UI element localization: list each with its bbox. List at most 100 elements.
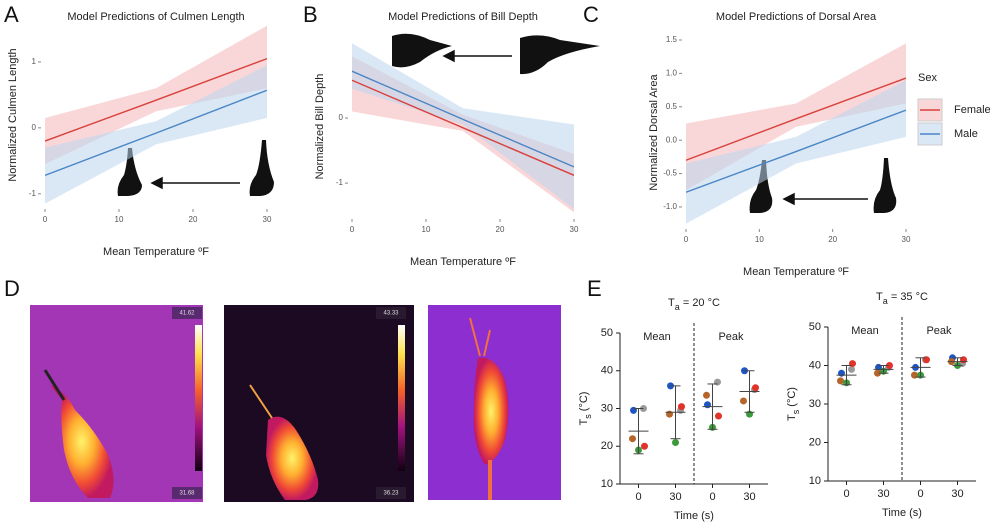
group-label: Peak: [926, 325, 952, 337]
panel-label: A: [4, 2, 19, 27]
chart-title: Model Predictions of Culmen Length: [67, 11, 244, 23]
y-tick-label: -1: [29, 189, 37, 198]
x-tick-label: 0: [635, 491, 641, 503]
y-tick-label: 1.5: [666, 35, 678, 44]
label: Ta = 35 °C: [876, 291, 928, 306]
x-tick-label: 10: [755, 235, 764, 244]
x-tick-label: 30: [263, 215, 272, 224]
label: Ts (°C): [786, 387, 801, 421]
y-tick-label: 20: [809, 436, 821, 448]
x-axis-label: Time (s): [882, 507, 922, 519]
data-point: [740, 397, 747, 405]
y-tick-label: 50: [601, 327, 613, 339]
group-label: Mean: [851, 325, 879, 337]
data-point: [715, 412, 722, 420]
x-tick-label: 10: [422, 225, 431, 234]
y-tick-label: 0.0: [666, 135, 678, 144]
y-tick-label: 30: [601, 402, 613, 414]
y-tick-label: 10: [601, 478, 613, 490]
data-point: [874, 369, 881, 377]
trend-line: [45, 57, 267, 142]
legend-label: Male: [954, 128, 978, 140]
data-point: [886, 362, 893, 369]
y-tick-label: 0: [339, 113, 344, 122]
colorbar-max: 41.62: [179, 311, 195, 317]
colorbar-max: 43.33: [383, 311, 399, 317]
y-tick-label: -1.0: [663, 202, 677, 211]
y-tick-label: 1.0: [666, 69, 678, 78]
data-point: [629, 435, 636, 443]
group-label: Mean: [643, 331, 671, 343]
colorbar-min: 36.23: [383, 491, 399, 497]
data-point: [672, 438, 679, 446]
panel-label: B: [303, 2, 318, 27]
x-tick-label: 30: [743, 491, 755, 503]
data-point: [704, 401, 711, 409]
y-tick-label: 50: [809, 321, 821, 333]
y-tick-label: -0.5: [663, 169, 677, 178]
data-point: [837, 377, 844, 385]
legend-label: Female: [954, 104, 991, 116]
y-axis-label: Normalized Bill Depth: [314, 74, 326, 180]
legend-title: Sex: [918, 72, 937, 84]
x-tick-label: 30: [877, 488, 889, 500]
chart-title: Model Predictions of Bill Depth: [388, 11, 538, 23]
group-label: Peak: [718, 331, 744, 343]
x-tick-label: 30: [951, 488, 963, 500]
x-tick-label: 30: [902, 235, 911, 244]
trend-line: [686, 77, 906, 161]
x-tick-label: 30: [669, 491, 681, 503]
data-point: [752, 384, 759, 392]
x-tick-label: 0: [43, 215, 48, 224]
y-tick-label: 20: [601, 440, 613, 452]
data-point: [848, 365, 855, 373]
confidence-band: [352, 43, 574, 210]
y-tick-label: 0.5: [666, 102, 678, 111]
y-axis-label: Normalized Dorsal Area: [648, 74, 660, 191]
x-tick-label: 20: [496, 225, 505, 234]
plot-area: [352, 43, 574, 213]
x-tick-label: 20: [828, 235, 837, 244]
data-point: [703, 391, 710, 399]
data-point: [666, 410, 673, 418]
x-tick-label: 10: [115, 215, 124, 224]
arrows: [150, 49, 868, 206]
data-point: [960, 356, 967, 364]
y-tick-label: 30: [809, 398, 821, 410]
y-tick-label: -1: [336, 178, 344, 187]
x-tick-label: 30: [570, 225, 579, 234]
data-point: [714, 378, 721, 386]
plot-area: [45, 25, 267, 204]
x-axis-label: Mean Temperature ºF: [103, 246, 209, 258]
trend-line: [686, 109, 906, 193]
x-tick-label: 0: [350, 225, 355, 234]
thermal-image: [224, 305, 414, 502]
y-tick-label: 0: [32, 123, 37, 132]
y-tick-label: 10: [809, 475, 821, 487]
x-axis-label: Mean Temperature ºF: [743, 266, 849, 278]
x-axis-label: Time (s): [674, 510, 714, 522]
data-point: [641, 442, 648, 450]
plot-area: [686, 43, 906, 224]
data-point: [838, 369, 845, 377]
confidence-band: [45, 65, 267, 204]
thermal-image: [30, 305, 203, 502]
panel-label: E: [587, 276, 602, 301]
colorbar-min: 31.68: [179, 491, 195, 497]
x-tick-label: 0: [709, 491, 715, 503]
x-tick-label: 0: [684, 235, 689, 244]
y-tick-label: 40: [809, 359, 821, 371]
x-tick-label: 20: [189, 215, 198, 224]
data-point: [630, 406, 637, 414]
y-axis-label: Normalized Culmen Length: [7, 48, 19, 181]
trend-line: [352, 79, 574, 176]
data-point: [911, 371, 918, 379]
confidence-band: [45, 25, 267, 165]
panel-label: D: [4, 276, 20, 301]
y-tick-label: 40: [601, 365, 613, 377]
label: Ta = 20 °C: [668, 297, 720, 312]
x-axis-label: Mean Temperature ºF: [410, 256, 516, 268]
label: Ts (°C): [578, 392, 593, 426]
thermal-image: [428, 305, 561, 500]
